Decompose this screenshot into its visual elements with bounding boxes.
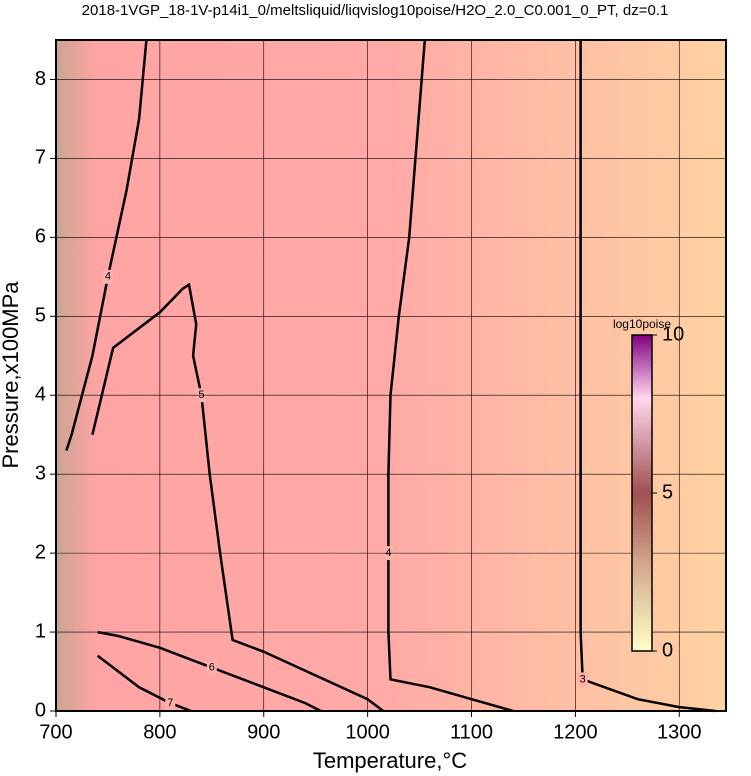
- y-tick-label: 4: [35, 384, 46, 406]
- contour-line: [579, 40, 716, 713]
- contour-label: 3: [580, 673, 586, 685]
- x-tick-label: 1300: [657, 721, 702, 743]
- contour-label-bg: [577, 672, 588, 687]
- colorbar-tick-label: 10: [662, 323, 684, 345]
- contour-label: 6: [209, 661, 215, 673]
- y-axis-label: Pressure,x100MPa: [0, 281, 23, 469]
- plot-frame: [55, 39, 727, 712]
- x-tick-label: 1200: [553, 721, 598, 743]
- y-tick-label: 7: [35, 147, 46, 169]
- x-tick-label: 1000: [345, 721, 390, 743]
- y-tick-label: 1: [35, 620, 46, 642]
- x-tick-label: 1100: [450, 721, 493, 743]
- colorbar-tick-label: 5: [662, 481, 673, 503]
- y-tick-label: 2: [35, 541, 46, 563]
- x-axis-label: Temperature,°C: [313, 748, 467, 773]
- y-tick-label: 6: [35, 226, 46, 248]
- x-tick-label: 800: [143, 721, 176, 743]
- chart-title: 2018-1VGP_18-1V-p14i1_0/meltsliquid/liqv…: [82, 2, 669, 19]
- y-tick-label: 8: [35, 68, 46, 90]
- colorbar: [631, 334, 653, 652]
- contour-label: 4: [105, 271, 111, 283]
- x-tick-label: 900: [247, 721, 280, 743]
- x-tick-label: 700: [39, 721, 72, 743]
- contour-label-bg: [102, 269, 113, 284]
- contour-line: [96, 654, 192, 713]
- contour-line: [91, 282, 384, 712]
- contour-label-bg: [206, 660, 217, 675]
- contour-label-bg: [165, 696, 176, 711]
- y-tick-label: 5: [35, 305, 46, 327]
- y-tick-label: 3: [35, 462, 46, 484]
- contour-label: 7: [167, 697, 173, 709]
- y-tick-label: 0: [35, 699, 46, 721]
- colorbar-label: log10poise: [613, 317, 671, 331]
- plot-background: [56, 40, 726, 711]
- colorbar-tick-label: 0: [662, 639, 673, 661]
